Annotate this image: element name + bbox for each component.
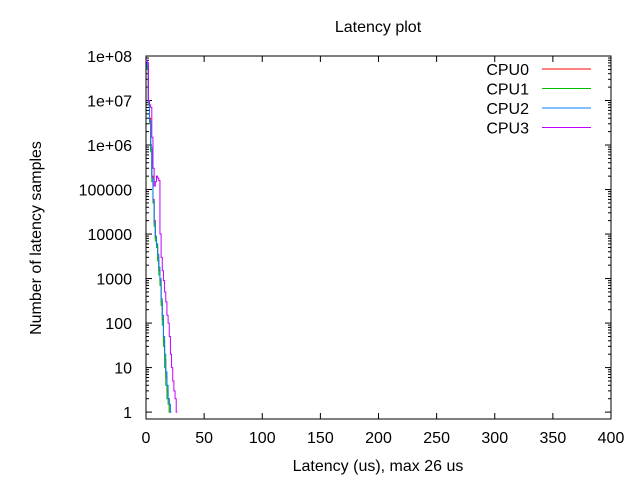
- y-tick-label: 100000: [79, 183, 132, 200]
- legend: CPU0 CPU1 CPU2 CPU3: [486, 62, 591, 138]
- series-layer: [146, 59, 178, 413]
- series-line-cpu2: [146, 60, 172, 413]
- x-tick-label: 100: [249, 430, 276, 447]
- y-tick-label: 100: [105, 316, 132, 333]
- y-tick-label: 1e+08: [87, 49, 132, 66]
- legend-label-cpu2: CPU2: [486, 101, 529, 118]
- x-tick-label: 350: [540, 430, 567, 447]
- chart-title: Latency plot: [335, 19, 422, 36]
- y-tick-label: 10000: [88, 227, 133, 244]
- y-tick-label: 1000: [96, 272, 132, 289]
- x-axis-ticks: 0 50 100 150 200 250 300 350 400: [142, 56, 625, 447]
- y-tick-label: 1: [123, 405, 132, 422]
- y-tick-label: 1e+06: [87, 138, 132, 155]
- y-tick-label: 1e+07: [87, 94, 132, 111]
- y-axis-label: Number of latency samples: [28, 141, 45, 335]
- x-tick-label: 250: [423, 430, 450, 447]
- legend-label-cpu0: CPU0: [486, 62, 529, 79]
- x-tick-label: 50: [195, 430, 213, 447]
- x-tick-label: 400: [598, 430, 625, 447]
- legend-label-cpu3: CPU3: [486, 121, 529, 138]
- series-line-cpu3: [146, 59, 178, 413]
- x-tick-label: 0: [142, 430, 151, 447]
- x-tick-label: 300: [481, 430, 508, 447]
- x-tick-label: 150: [307, 430, 334, 447]
- y-tick-label: 10: [114, 361, 132, 378]
- x-tick-label: 200: [365, 430, 392, 447]
- legend-label-cpu1: CPU1: [486, 82, 529, 99]
- plot-frame: [145, 55, 612, 420]
- x-axis-label: Latency (us), max 26 us: [293, 458, 464, 475]
- y-axis-ticks: 1 10 100 1000 10000 100000 1e+06 1e+07 1e+08: [79, 49, 611, 422]
